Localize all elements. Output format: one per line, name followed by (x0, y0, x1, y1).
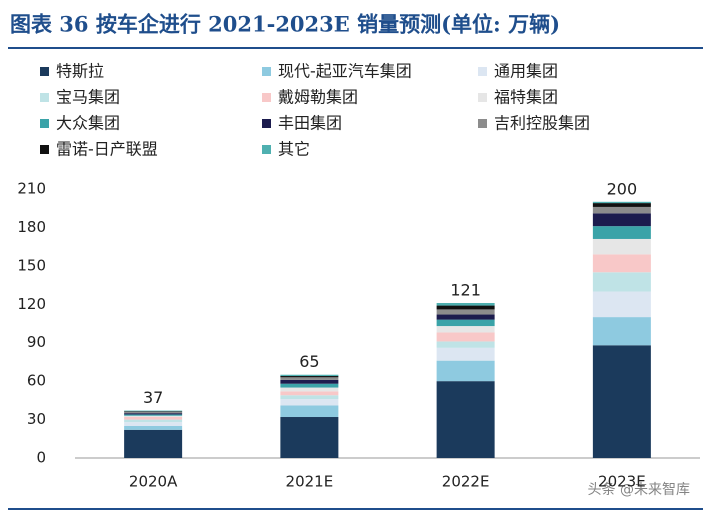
bar-segment (124, 422, 183, 426)
y-tick-label: 60 (27, 372, 46, 390)
chart-title: 图表 36 按车企进行 2021-2023E 销量预测(单位: 万辆) (10, 12, 560, 37)
total-label: 121 (450, 281, 481, 300)
legend-swatch (478, 119, 487, 128)
y-tick-label: 120 (17, 295, 46, 313)
legend-label: 吉利控股集团 (494, 114, 590, 133)
bar-segment (280, 391, 339, 396)
y-tick-label: 210 (17, 180, 46, 198)
bar-segment (280, 377, 339, 380)
bar-segment (124, 415, 183, 418)
bar-segment (592, 201, 651, 204)
x-tick-label: 2021E (286, 473, 334, 491)
bar-segment (280, 376, 339, 378)
total-label: 37 (143, 388, 163, 407)
bar-segment (280, 387, 339, 392)
legend-label: 宝马集团 (56, 88, 120, 107)
watermark: 头条 @未来智库 (588, 481, 690, 498)
bar-segment (124, 419, 183, 423)
bar-segment (124, 425, 183, 430)
legend-swatch (40, 145, 49, 154)
y-tick-label: 90 (27, 333, 46, 351)
bar-segment (592, 291, 651, 318)
bar-segment (280, 405, 339, 418)
legend-label: 大众集团 (56, 114, 120, 133)
legend-swatch (478, 93, 487, 102)
bar-segment (436, 319, 495, 327)
bar-segment (436, 309, 495, 315)
bar-segment (436, 381, 495, 458)
bar-segment (436, 347, 495, 361)
bar-segment (280, 395, 339, 400)
legend-swatch (262, 93, 271, 102)
y-tick-label: 30 (27, 410, 46, 428)
legend-label: 雷诺-日产联盟 (56, 140, 158, 159)
bar-segment (280, 417, 339, 458)
legend-swatch (40, 67, 49, 76)
bar-segment (124, 411, 183, 412)
bar-segment (436, 332, 495, 342)
bar-segment (280, 374, 339, 377)
bar-segment (124, 417, 183, 420)
bar-segment (436, 326, 495, 333)
legend-swatch (262, 145, 271, 154)
x-tick-label: 2020A (129, 473, 178, 491)
x-tick-label: 2023E (598, 473, 646, 491)
bar-segment (592, 213, 651, 227)
legend-label: 其它 (278, 140, 310, 159)
legend-swatch (262, 119, 271, 128)
x-tick-label: 2022E (442, 473, 490, 491)
bar-segment (124, 413, 183, 415)
legend-label: 福特集团 (494, 88, 558, 107)
bar-segment (436, 303, 495, 306)
bar-segment (124, 411, 183, 414)
bar-segment (124, 410, 183, 412)
bar-segment (436, 341, 495, 348)
bar-segment (436, 305, 495, 310)
bar-segment (592, 226, 651, 239)
legend-label: 戴姆勒集团 (278, 88, 358, 107)
legend-swatch (40, 93, 49, 102)
bar-segment (280, 383, 339, 388)
legend-label: 通用集团 (494, 62, 558, 81)
y-tick-label: 180 (17, 218, 46, 236)
total-label: 65 (299, 352, 319, 371)
bar-segment (592, 238, 651, 255)
total-label: 200 (607, 179, 638, 198)
bar-segment (592, 272, 651, 292)
bar-segment (280, 399, 339, 406)
bar-segment (436, 360, 495, 382)
bar-segment (592, 203, 651, 207)
bar-segment (280, 379, 339, 384)
y-tick-label: 150 (17, 256, 46, 274)
bar-segment (436, 314, 495, 320)
bar-segment (592, 206, 651, 214)
legend-swatch (262, 67, 271, 76)
legend-swatch (40, 119, 49, 128)
bar-segment (592, 317, 651, 346)
bar-segment (592, 254, 651, 273)
bar-segment (124, 429, 183, 458)
legend-swatch (478, 67, 487, 76)
legend-label: 丰田集团 (278, 114, 342, 133)
legend-label: 特斯拉 (56, 62, 104, 81)
bar-segment (124, 414, 183, 416)
legend-label: 现代-起亚汽车集团 (278, 62, 412, 81)
bar-segment (592, 345, 651, 458)
y-tick-label: 0 (36, 449, 46, 467)
